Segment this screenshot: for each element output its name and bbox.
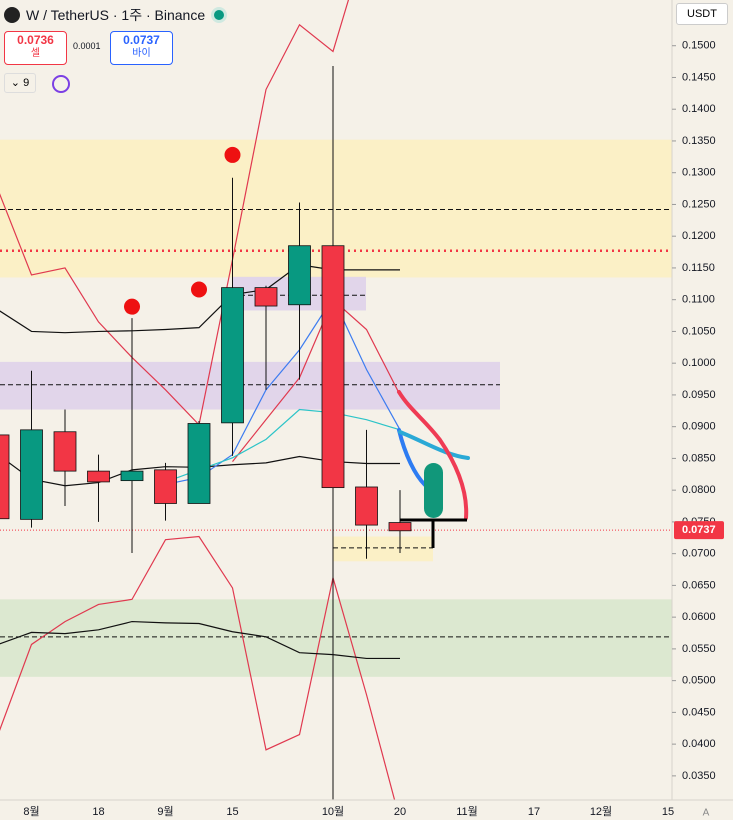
y-tick-label: 0.1100: [682, 294, 715, 306]
x-tick-label: 10월: [322, 805, 344, 818]
y-tick-label: 0.0950: [682, 389, 716, 401]
indicator-line: [0, 535, 396, 800]
currency: USDT: [687, 8, 717, 20]
sell-price: 0.0736: [17, 33, 54, 47]
indicator-line: [0, 0, 350, 427]
x-tick-label: 9월: [157, 805, 173, 818]
last-price-tag: [674, 521, 724, 540]
y-tick-label: 0.0350: [682, 770, 716, 782]
candle-body: [53, 431, 77, 472]
y-tick-label: 0.1150: [682, 262, 715, 274]
candle-body: [321, 245, 345, 489]
y-tick-label: 0.0700: [682, 548, 716, 560]
symbol-header: W / TetherUS · 1주 · Binance: [4, 5, 228, 25]
x-tick-label: 15: [226, 806, 238, 818]
market-status: [211, 7, 228, 23]
x-tick-label: 17: [528, 806, 540, 818]
x-tick-label: 12월: [590, 805, 612, 818]
x-tick-label: 20: [394, 806, 406, 818]
zone: [0, 599, 672, 677]
y-tick-label: 0.0550: [682, 643, 716, 655]
x-tick-label: 18: [92, 806, 104, 818]
indicator-count: 9: [23, 77, 30, 89]
annotation-red-curve: [397, 390, 469, 520]
y-tick-label: 0.1000: [682, 357, 716, 369]
annotation-cyan-curve: [398, 430, 470, 460]
zone: [333, 536, 433, 562]
annotation-blue-curve: [397, 428, 427, 487]
y-tick-label: 0.1300: [682, 167, 716, 179]
y-tick-label: 0.0900: [682, 421, 716, 433]
candle-body: [388, 522, 412, 532]
buy-price: 0.0737: [123, 33, 160, 47]
sync-icon[interactable]: [52, 75, 70, 93]
y-tick-label: 0.0850: [682, 452, 716, 464]
y-tick-label: 0.0500: [682, 675, 716, 687]
symbol-icon: [4, 7, 20, 23]
buy-button[interactable]: 0.0737 바이: [110, 31, 173, 65]
x-tick-label: 11월: [456, 805, 478, 818]
indicator-toggle[interactable]: ⌄ 9: [4, 73, 36, 93]
x-tick-label: 15: [662, 806, 674, 818]
y-tick-label: 0.0450: [682, 706, 716, 718]
candle-body: [254, 287, 278, 307]
y-tick-label: 0.1400: [682, 103, 716, 115]
currency-selector[interactable]: USDT: [676, 3, 728, 25]
candle-body: [288, 245, 311, 306]
y-tick-label: 0.1250: [682, 198, 716, 210]
candle-body: [0, 434, 10, 520]
buy-label: 바이: [132, 48, 151, 59]
candle-body: [87, 470, 110, 483]
annotation-green-pill: [424, 463, 443, 518]
y-tick-label: 0.0600: [682, 611, 716, 623]
auto-scale-button[interactable]: A: [703, 808, 710, 819]
signal-marker: [124, 298, 140, 315]
hand-annotations: [397, 390, 470, 548]
zone: [0, 361, 500, 410]
spread: 0.0001: [73, 41, 101, 51]
plot-area: [0, 0, 672, 800]
candle-body: [221, 287, 244, 424]
symbol-title: W / TetherUS · 1주 · Binance: [26, 7, 206, 23]
candle-body: [20, 429, 43, 520]
y-tick-label: 0.0650: [682, 579, 716, 591]
y-tick-label: 0.1350: [682, 135, 716, 147]
candle-body: [154, 469, 177, 504]
sell-button[interactable]: 0.0736 셀: [4, 31, 67, 65]
x-tick-label: 8월: [23, 805, 39, 818]
y-tick-label: 0.1200: [682, 230, 716, 242]
sell-label: 셀: [30, 48, 41, 59]
y-tick-label: 0.0400: [682, 738, 716, 750]
y-tick-label: 0.1050: [682, 325, 716, 337]
candle-body: [355, 486, 378, 526]
signal-marker: [224, 146, 241, 163]
y-tick-label: 0.1500: [682, 40, 716, 52]
last-price-label: 0.0737: [682, 524, 716, 536]
candle-body: [187, 423, 211, 504]
signal-marker: [191, 281, 207, 298]
y-tick-label: 0.0800: [682, 484, 716, 496]
indicator-line: [232, 298, 401, 462]
y-tick-label: 0.1450: [682, 71, 716, 83]
candle-body: [120, 470, 144, 482]
